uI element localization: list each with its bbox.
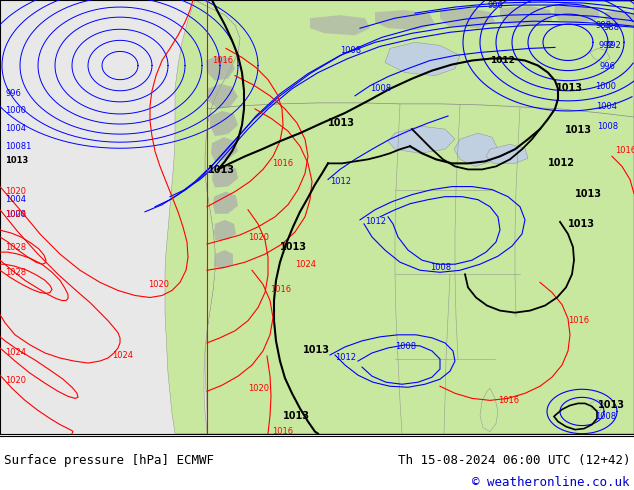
Text: 1016: 1016 <box>498 396 519 405</box>
Text: 1004: 1004 <box>596 102 617 111</box>
Text: 1020: 1020 <box>5 187 26 196</box>
Text: Th 15-08-2024 06:00 UTC (12+42): Th 15-08-2024 06:00 UTC (12+42) <box>398 454 630 467</box>
Polygon shape <box>500 6 552 26</box>
Text: © weatheronline.co.uk: © weatheronline.co.uk <box>472 476 630 489</box>
Polygon shape <box>211 137 238 161</box>
Text: 1013: 1013 <box>280 242 307 252</box>
Text: 1008: 1008 <box>370 84 391 93</box>
Text: 1008: 1008 <box>597 122 618 131</box>
Text: 996: 996 <box>599 62 615 71</box>
Text: 1024: 1024 <box>295 260 316 269</box>
Text: 988: 988 <box>604 23 620 32</box>
Text: 1013: 1013 <box>5 156 29 166</box>
Text: 1016: 1016 <box>568 316 589 325</box>
Text: 1016: 1016 <box>212 55 233 65</box>
Polygon shape <box>214 250 233 270</box>
Text: 1013: 1013 <box>568 219 595 229</box>
Text: 1024: 1024 <box>5 210 26 219</box>
Text: 1013: 1013 <box>556 83 583 93</box>
Text: 1028: 1028 <box>5 269 26 277</box>
Polygon shape <box>310 15 370 35</box>
Text: 1024: 1024 <box>5 348 26 357</box>
Text: 1008: 1008 <box>395 342 416 351</box>
Text: 1024: 1024 <box>112 351 133 360</box>
Text: 1013: 1013 <box>575 189 602 198</box>
Polygon shape <box>213 192 238 214</box>
Text: 1020: 1020 <box>148 280 169 290</box>
Polygon shape <box>165 0 240 434</box>
Text: 1016: 1016 <box>270 286 291 294</box>
Text: 1000: 1000 <box>595 82 616 91</box>
Polygon shape <box>480 388 498 432</box>
Text: 996: 996 <box>5 89 21 98</box>
Text: 1012: 1012 <box>548 158 575 169</box>
Text: 1012: 1012 <box>335 353 356 362</box>
Polygon shape <box>375 10 435 30</box>
Polygon shape <box>195 0 634 434</box>
Text: 1020: 1020 <box>248 233 269 242</box>
Text: 992: 992 <box>598 42 614 50</box>
Polygon shape <box>454 133 498 167</box>
Text: 1000: 1000 <box>5 106 26 115</box>
Polygon shape <box>486 144 528 163</box>
Text: 1012: 1012 <box>490 55 515 65</box>
Polygon shape <box>206 55 235 81</box>
Text: 1020: 1020 <box>5 376 26 385</box>
Text: 1008: 1008 <box>430 263 451 272</box>
Text: 10081: 10081 <box>5 142 31 151</box>
Text: 1012: 1012 <box>365 217 386 226</box>
Text: 1004: 1004 <box>5 124 26 133</box>
Polygon shape <box>388 126 455 153</box>
Text: 992: 992 <box>605 42 621 50</box>
Text: 1013: 1013 <box>598 400 625 411</box>
Polygon shape <box>214 220 236 240</box>
Polygon shape <box>590 49 610 63</box>
Polygon shape <box>554 4 600 23</box>
Polygon shape <box>440 8 495 28</box>
Text: 1028: 1028 <box>5 243 26 252</box>
Text: Surface pressure [hPa] ECMWF: Surface pressure [hPa] ECMWF <box>4 454 214 467</box>
Polygon shape <box>210 111 238 136</box>
Text: 1008: 1008 <box>340 47 361 55</box>
Polygon shape <box>212 164 238 188</box>
Text: 1016: 1016 <box>272 159 293 169</box>
Text: 1020: 1020 <box>248 384 269 393</box>
Text: 1013: 1013 <box>283 411 310 420</box>
Text: 1013: 1013 <box>208 166 235 175</box>
Text: 1013: 1013 <box>240 0 267 2</box>
Text: 1013: 1013 <box>303 345 330 355</box>
Text: 1016: 1016 <box>615 147 634 155</box>
Text: 1013: 1013 <box>565 125 592 135</box>
Text: 1000: 1000 <box>5 210 26 219</box>
Text: 1012: 1012 <box>330 176 351 186</box>
Polygon shape <box>605 10 634 28</box>
Text: 1013: 1013 <box>328 118 355 128</box>
Text: 1016: 1016 <box>272 427 293 436</box>
Polygon shape <box>385 42 460 75</box>
Text: 988: 988 <box>596 21 612 30</box>
Text: 1004: 1004 <box>5 195 26 204</box>
Text: 1008: 1008 <box>595 412 616 420</box>
Polygon shape <box>208 84 238 109</box>
Text: 996: 996 <box>488 1 504 10</box>
Polygon shape <box>590 399 604 411</box>
